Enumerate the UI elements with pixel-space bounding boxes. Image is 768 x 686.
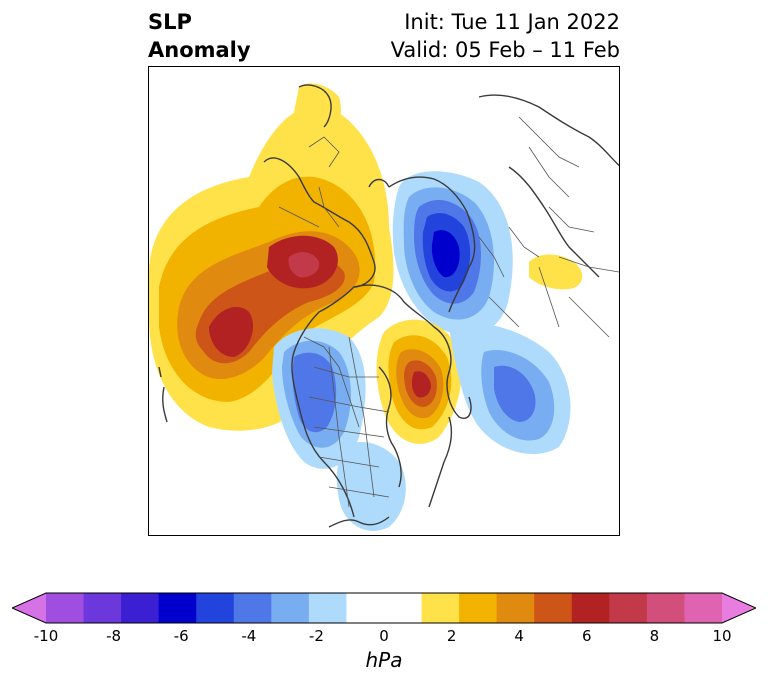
colorbar-segment (609, 593, 648, 623)
colorbar-segment (421, 593, 460, 623)
colorbar-segment (158, 593, 197, 623)
colorbar-segment (534, 593, 573, 623)
colorbar-tick-label: 6 (582, 627, 592, 645)
colorbar-tick-label: 4 (514, 627, 524, 645)
positive-anomaly-east-canada (376, 319, 462, 444)
date-info: Init: Tue 11 Jan 2022 Valid: 05 Feb – 11… (391, 8, 620, 64)
colorbar-segment (346, 593, 385, 623)
colorbar-segment (646, 593, 685, 623)
colorbar-tick-label: -2 (308, 627, 324, 645)
valid-range-label: Valid: 05 Feb – 11 Feb (390, 38, 620, 62)
colorbar-tick-label: 0 (379, 627, 389, 645)
colorbar-segment (384, 593, 423, 623)
init-date-label: Init: Tue 11 Jan 2022 (404, 10, 620, 34)
map-title: SLP Anomaly (148, 8, 251, 64)
title-line-2: Anomaly (148, 38, 251, 62)
colorbar-segment (571, 593, 610, 623)
colorbar-unit-label: hPa (365, 648, 403, 672)
colorbar-segment (308, 593, 347, 623)
map-panel (148, 66, 620, 536)
colorbar-tick-label: -4 (241, 627, 257, 645)
colorbar-segment (46, 593, 85, 623)
colorbar-segment (121, 593, 160, 623)
anomaly-map (149, 83, 619, 531)
colorbar-outline (12, 592, 756, 624)
coastlines (158, 84, 619, 528)
colorbar (12, 592, 756, 624)
negative-anomaly-atlantic (449, 323, 571, 455)
colorbar-max-arrow (722, 593, 756, 623)
colorbar-segment (233, 593, 272, 623)
colorbar-segment (496, 593, 535, 623)
colorbar-segment (459, 593, 498, 623)
colorbar-min-arrow (12, 593, 46, 623)
negative-anomaly-east-us (336, 442, 406, 531)
colorbar-tick-label: 8 (649, 627, 660, 645)
colorbar-segment (196, 593, 235, 623)
colorbar-segment (684, 593, 723, 623)
colorbar-tick-label: -6 (173, 627, 189, 645)
negative-anomaly-arctic (392, 171, 513, 336)
colorbar-tick-label: -8 (106, 627, 122, 645)
title-line-1: SLP (148, 10, 192, 34)
positive-anomaly-central-asia (529, 254, 583, 290)
colorbar-tick-label: 10 (712, 627, 732, 645)
colorbar-tick-label: -10 (33, 627, 59, 645)
country-borders (278, 116, 619, 508)
colorbar-segment (83, 593, 122, 623)
colorbar-tick-label: 2 (446, 627, 457, 645)
colorbar-segment (271, 593, 310, 623)
